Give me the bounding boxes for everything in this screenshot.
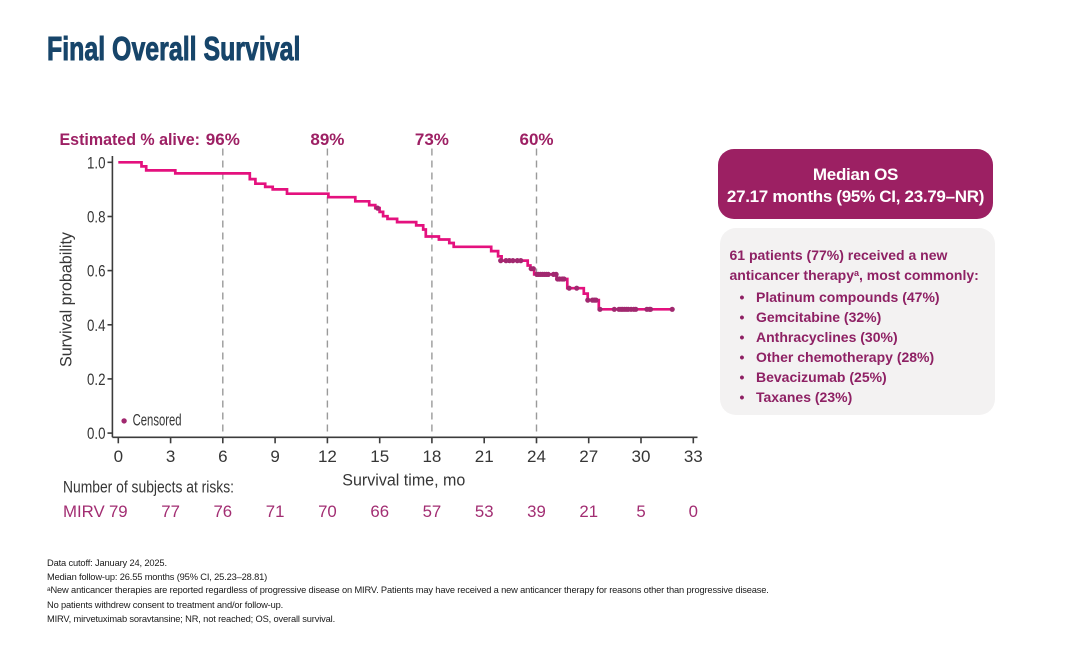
svg-text:79: 79 [109,502,128,521]
svg-text:0.2: 0.2 [87,370,106,389]
svg-text:5: 5 [636,502,645,521]
svg-text:0.8: 0.8 [87,208,106,227]
svg-text:53: 53 [475,502,494,521]
svg-text:Survival time, mo: Survival time, mo [342,470,465,489]
svg-text:Number of subjects at risks:: Number of subjects at risks: [63,478,234,497]
svg-text:0.4: 0.4 [87,316,106,335]
svg-text:Survival probability: Survival probability [56,232,75,367]
svg-text:60%: 60% [519,130,553,149]
svg-text:30: 30 [632,447,651,466]
svg-text:0: 0 [114,447,123,466]
svg-text:27: 27 [579,447,598,466]
svg-text:96%: 96% [206,130,240,149]
svg-text:76: 76 [213,502,232,521]
svg-text:0: 0 [689,502,698,521]
svg-text:0.0: 0.0 [87,424,106,443]
svg-text:57: 57 [423,502,442,521]
svg-text:MIRV: MIRV [63,502,105,521]
svg-text:33: 33 [684,447,703,466]
svg-text:73%: 73% [415,130,449,149]
svg-text:Estimated % alive:: Estimated % alive: [60,130,201,149]
svg-text:24: 24 [527,447,546,466]
svg-text:Censored: Censored [133,411,182,430]
svg-text:66: 66 [370,502,389,521]
svg-text:71: 71 [266,502,285,521]
svg-text:1.0: 1.0 [87,153,106,172]
svg-text:21: 21 [475,447,494,466]
svg-text:15: 15 [370,447,389,466]
svg-text:3: 3 [166,447,175,466]
svg-text:12: 12 [318,447,337,466]
svg-text:21: 21 [579,502,598,521]
svg-text:9: 9 [270,447,279,466]
svg-text:77: 77 [161,502,180,521]
svg-text:0.6: 0.6 [87,262,106,281]
svg-text:18: 18 [422,447,441,466]
svg-text:6: 6 [218,447,227,466]
svg-text:89%: 89% [310,130,344,149]
svg-text:70: 70 [318,502,337,521]
svg-text:39: 39 [527,502,546,521]
